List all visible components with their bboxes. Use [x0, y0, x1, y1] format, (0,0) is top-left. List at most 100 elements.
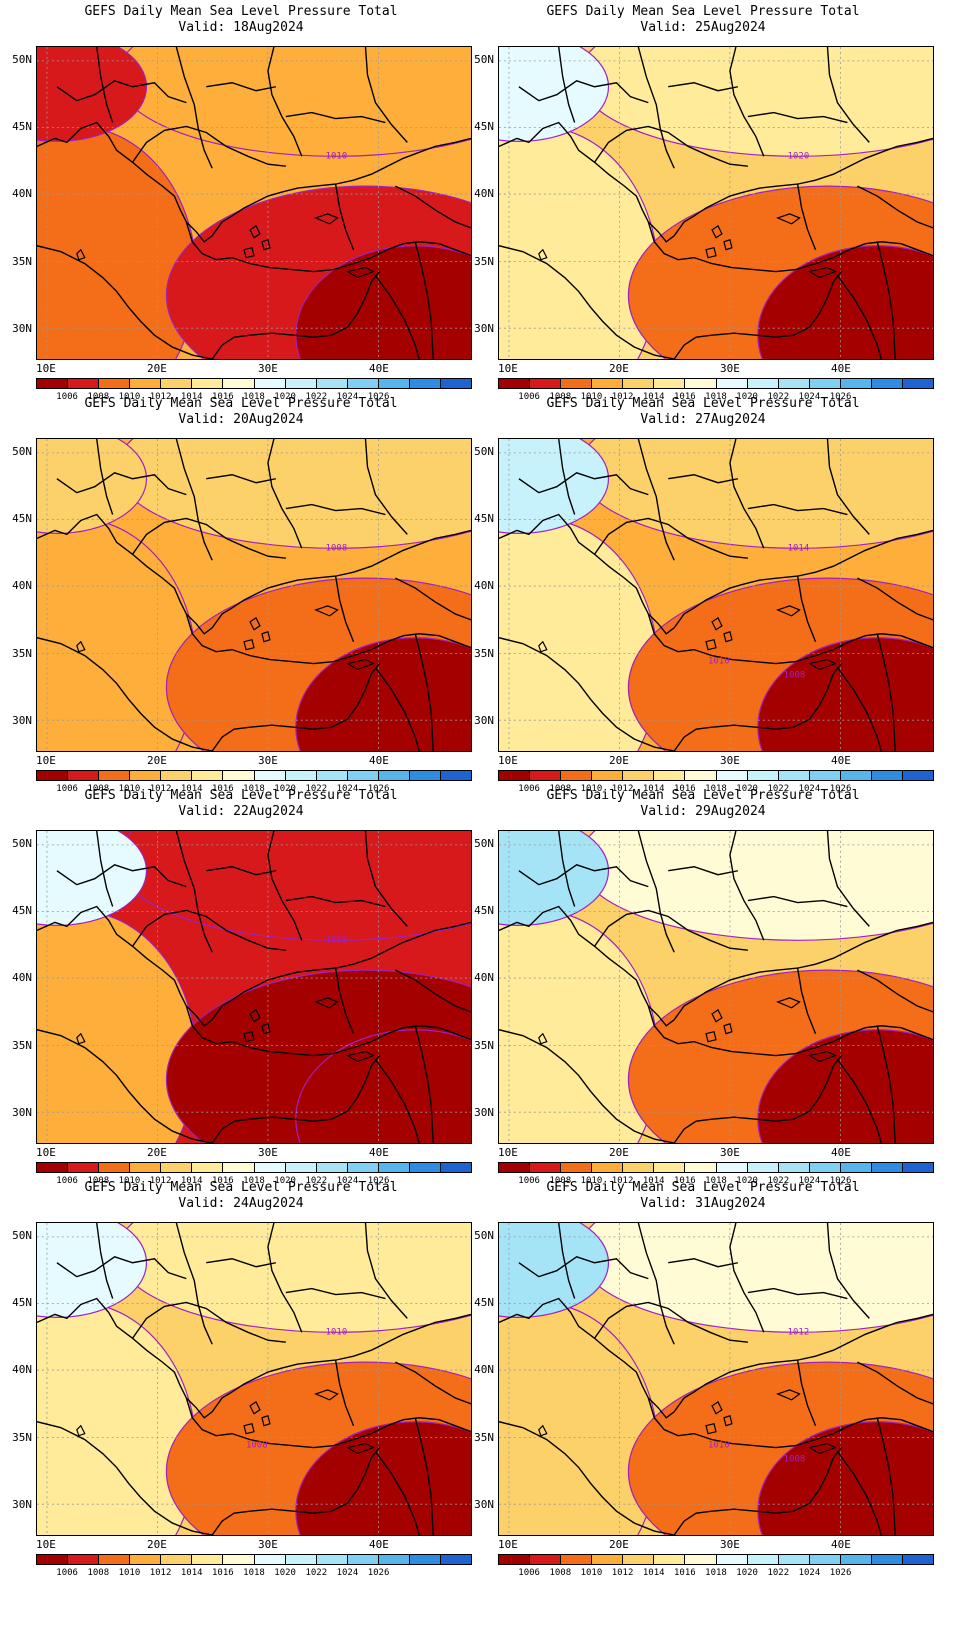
colorbar-label: 1010	[580, 1568, 603, 1578]
colorbar-swatch	[316, 1555, 348, 1564]
colorbar-swatch	[99, 379, 131, 388]
latitude-label: 35N	[12, 1039, 32, 1052]
colorbar-swatch	[409, 1555, 442, 1564]
coastline-border	[857, 185, 933, 229]
colorbar-swatch	[716, 771, 748, 780]
island-outline	[711, 1400, 723, 1415]
coastline-border	[211, 663, 380, 751]
colorbar-swatch	[68, 379, 100, 388]
colorbar-label: 1024	[798, 392, 821, 402]
coastline-border	[673, 1055, 842, 1143]
colorbar-label: 1008	[549, 392, 572, 402]
latitude-label: 30N	[474, 1106, 494, 1119]
coastline-border	[414, 1417, 434, 1535]
panel-valid-date: Valid: 29Aug2024	[640, 804, 766, 819]
island-outline	[261, 238, 271, 251]
contour-label: 1020	[788, 151, 810, 161]
colorbar-swatch	[499, 1555, 531, 1564]
colorbar-label: 1016	[212, 784, 234, 794]
map-panel-27Aug2024: GEFS Daily Mean Sea Level Pressure Total…	[462, 392, 944, 802]
latitude-label: 45N	[474, 120, 494, 133]
colorbar-swatch	[192, 379, 224, 388]
coastline-border	[96, 831, 114, 907]
coastline-border	[267, 831, 303, 941]
colorbar-swatch	[378, 771, 410, 780]
coastline-border	[518, 80, 649, 104]
latitude-label: 35N	[474, 1431, 494, 1444]
colorbar-label: 1020	[736, 392, 758, 402]
colorbar-label: 1012	[611, 784, 634, 794]
colorbar-label: 1020	[736, 784, 758, 794]
colorbar-swatch	[223, 379, 255, 388]
pressure-colorbar	[498, 378, 934, 389]
colorbar-swatch	[499, 379, 531, 388]
colorbar-swatch	[37, 771, 69, 780]
map-panel-24Aug2024: GEFS Daily Mean Sea Level Pressure Total…	[0, 1176, 482, 1586]
contour-label: 1012	[788, 1327, 810, 1337]
island-outline	[538, 640, 548, 653]
coastline-border	[796, 184, 817, 250]
colorbar-label: 1008	[87, 1568, 110, 1578]
island-outline	[345, 658, 375, 671]
latitude-label: 45N	[12, 1296, 32, 1309]
colorbar-label: 1018	[705, 784, 727, 794]
colorbar-swatch	[130, 1163, 162, 1172]
colorbar-label: 1006	[56, 784, 78, 794]
colorbar-label: 1022	[305, 392, 328, 402]
colorbar-label: 1008	[87, 1176, 110, 1186]
colorbar-label: 1006	[518, 1176, 540, 1186]
colorbar-swatch	[716, 379, 748, 388]
coastline-border	[876, 1025, 896, 1143]
coastline-border	[647, 613, 933, 665]
colorbar-label: 1014	[180, 1568, 203, 1578]
panel-valid-date: Valid: 31Aug2024	[640, 1196, 766, 1211]
longitude-label: 40E	[369, 362, 389, 375]
coastline-border	[518, 864, 649, 888]
coastline-border	[826, 47, 870, 143]
colorbar-label: 1016	[674, 1568, 696, 1578]
panel-title: GEFS Daily Mean Sea Level Pressure Total	[84, 396, 398, 411]
pressure-map: 1008	[36, 438, 472, 752]
latitude-label: 30N	[12, 1498, 32, 1511]
island-outline	[345, 1442, 375, 1455]
coastline-border	[876, 633, 896, 751]
coastline-border	[37, 637, 213, 751]
pressure-map	[498, 830, 934, 1144]
coastline-border	[374, 1059, 420, 1143]
pressure-colorbar	[36, 770, 472, 781]
island-outline	[261, 1022, 271, 1035]
coastline-border	[747, 503, 848, 516]
colorbar-label: 1008	[87, 392, 110, 402]
longitude-label: 10E	[36, 754, 56, 767]
coastline-border	[374, 667, 420, 751]
coastline-border	[96, 1223, 114, 1299]
pressure-region-nw	[499, 439, 610, 534]
colorbar-swatch	[778, 379, 810, 388]
island-outline	[711, 224, 723, 239]
pressure-map: 1010	[36, 46, 472, 360]
colorbar-label: 1020	[274, 392, 296, 402]
colorbar-swatch	[840, 379, 872, 388]
coastline-border	[395, 185, 471, 229]
colorbar-swatch	[99, 771, 131, 780]
coastline-border	[499, 1421, 675, 1535]
coastline-border	[185, 613, 471, 665]
coastline-border	[206, 1258, 277, 1268]
contour-label: 1008	[326, 935, 348, 945]
coastline-border	[267, 47, 303, 157]
colorbar-swatch	[223, 1555, 255, 1564]
coastline-border	[637, 831, 675, 953]
pressure-colorbar	[36, 378, 472, 389]
colorbar-label: 1016	[674, 1176, 696, 1186]
pressure-map: 1010 1008	[36, 1222, 472, 1536]
colorbar-swatch	[747, 1555, 779, 1564]
pressure-field-svg: 1008	[37, 831, 471, 1143]
colorbar-label: 1018	[705, 1568, 727, 1578]
coastline-border	[175, 47, 213, 169]
longitude-label: 40E	[369, 754, 389, 767]
latitude-label: 45N	[474, 512, 494, 525]
coastline-border	[395, 969, 471, 1013]
coastline-border	[747, 111, 848, 124]
latitude-label: 40N	[12, 187, 32, 200]
latitude-label: 30N	[12, 322, 32, 335]
